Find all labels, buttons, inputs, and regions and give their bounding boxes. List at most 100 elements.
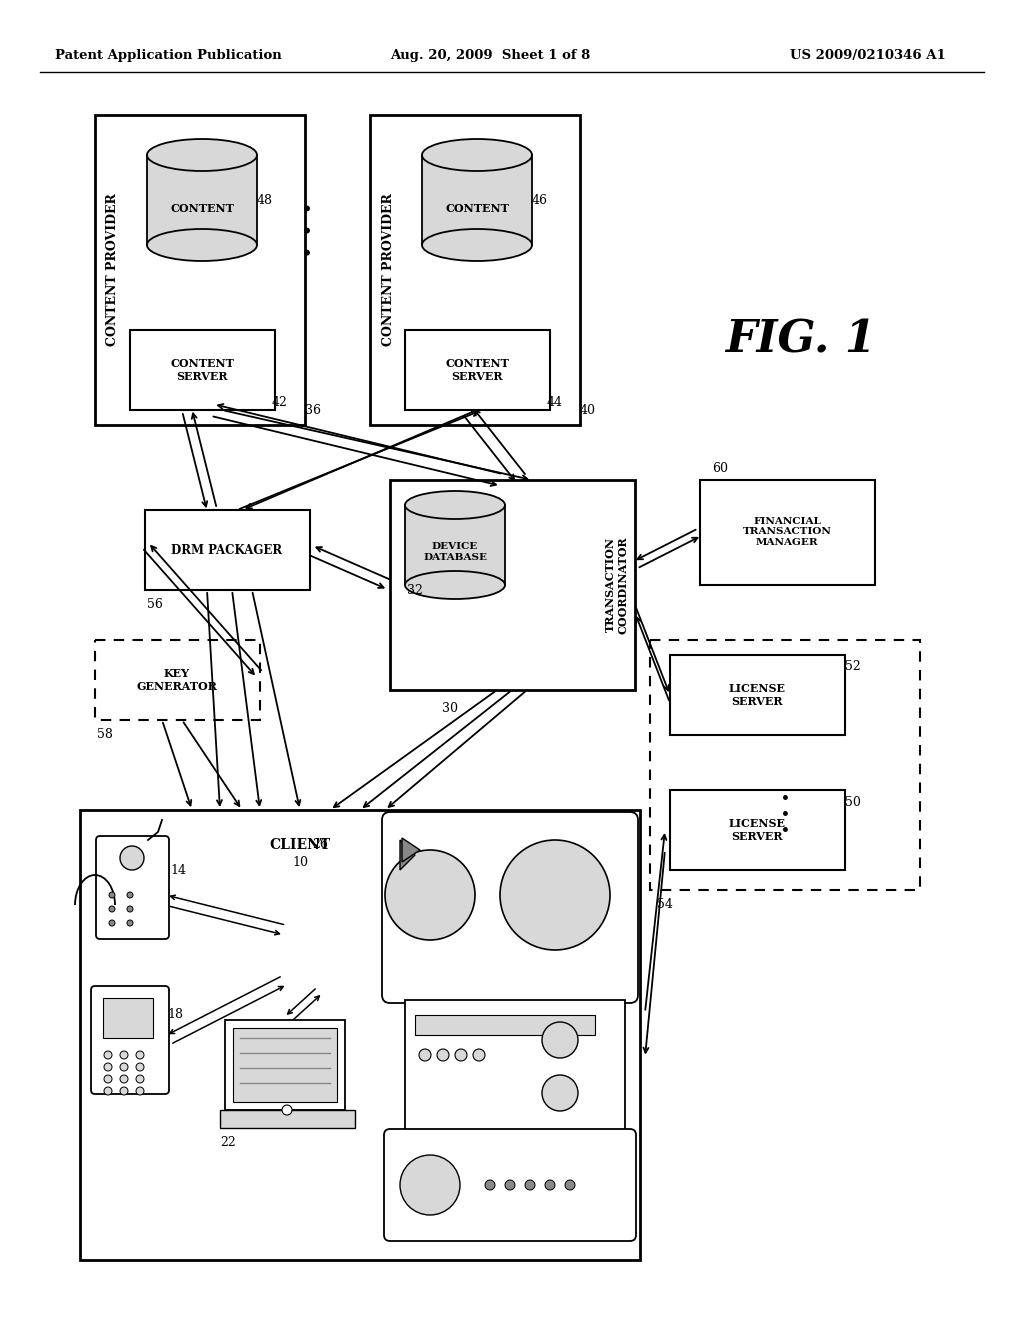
Circle shape: [505, 1180, 515, 1191]
Ellipse shape: [406, 491, 505, 519]
Text: DEVICE
DATABASE: DEVICE DATABASE: [423, 543, 487, 562]
Bar: [225, 1020, 345, 1110]
Bar: [370, 115, 580, 425]
FancyBboxPatch shape: [384, 1129, 636, 1241]
Text: FIG. 1: FIG. 1: [725, 318, 876, 362]
FancyBboxPatch shape: [91, 986, 169, 1094]
Bar: [422, 154, 532, 246]
Circle shape: [473, 1049, 485, 1061]
Ellipse shape: [422, 228, 532, 261]
Bar: [700, 480, 874, 585]
Text: Patent Application Publication: Patent Application Publication: [55, 49, 282, 62]
Text: 56: 56: [147, 598, 163, 611]
Text: 26: 26: [312, 838, 328, 851]
Bar: [415, 1015, 595, 1035]
Text: 22: 22: [220, 1135, 236, 1148]
Bar: [390, 480, 635, 690]
Text: 36: 36: [305, 404, 321, 417]
Bar: [103, 998, 153, 1038]
Text: CLIENT: CLIENT: [269, 838, 331, 851]
Ellipse shape: [147, 228, 257, 261]
Circle shape: [104, 1086, 112, 1096]
Polygon shape: [402, 838, 420, 862]
Bar: [130, 330, 275, 411]
Bar: [406, 330, 550, 411]
Text: 46: 46: [532, 194, 548, 206]
Bar: [95, 115, 305, 425]
Circle shape: [525, 1180, 535, 1191]
Text: 60: 60: [712, 462, 728, 474]
Text: US 2009/0210346 A1: US 2009/0210346 A1: [790, 49, 946, 62]
Circle shape: [120, 1051, 128, 1059]
Ellipse shape: [422, 139, 532, 172]
Circle shape: [455, 1049, 467, 1061]
FancyBboxPatch shape: [382, 812, 638, 1003]
Circle shape: [565, 1180, 575, 1191]
Text: Aug. 20, 2009  Sheet 1 of 8: Aug. 20, 2009 Sheet 1 of 8: [390, 49, 590, 62]
Text: FINANCIAL
TRANSACTION
MANAGER: FINANCIAL TRANSACTION MANAGER: [742, 517, 831, 546]
Text: LICENSE
SERVER: LICENSE SERVER: [728, 818, 785, 842]
Text: TRANSACTION
COORDINATOR: TRANSACTION COORDINATOR: [605, 536, 629, 634]
Circle shape: [120, 846, 144, 870]
Text: 52: 52: [845, 660, 861, 673]
Text: CONTENT PROVIDER: CONTENT PROVIDER: [382, 194, 394, 346]
Bar: [406, 1001, 625, 1130]
Bar: [650, 640, 920, 890]
Text: 54: 54: [657, 899, 673, 912]
FancyBboxPatch shape: [96, 836, 169, 939]
Circle shape: [136, 1074, 144, 1082]
Text: 48: 48: [257, 194, 273, 206]
Bar: [95, 640, 260, 719]
Ellipse shape: [406, 572, 505, 599]
Bar: [145, 510, 310, 590]
Text: 30: 30: [442, 701, 458, 714]
Text: LICENSE
SERVER: LICENSE SERVER: [728, 684, 785, 708]
Text: 58: 58: [97, 729, 113, 742]
Circle shape: [282, 1105, 292, 1115]
Circle shape: [545, 1180, 555, 1191]
Bar: [670, 789, 845, 870]
Circle shape: [104, 1063, 112, 1071]
Text: CONTENT: CONTENT: [445, 202, 509, 214]
Circle shape: [542, 1022, 578, 1059]
Circle shape: [104, 1074, 112, 1082]
Text: 32: 32: [408, 583, 423, 597]
Circle shape: [136, 1063, 144, 1071]
Circle shape: [127, 906, 133, 912]
Circle shape: [437, 1049, 449, 1061]
Circle shape: [109, 906, 115, 912]
Bar: [406, 506, 505, 585]
Circle shape: [104, 1051, 112, 1059]
Text: 14: 14: [170, 863, 186, 876]
Circle shape: [109, 920, 115, 927]
Circle shape: [136, 1051, 144, 1059]
Text: 18: 18: [167, 1008, 183, 1022]
Text: DRM PACKAGER: DRM PACKAGER: [171, 544, 283, 557]
Text: 40: 40: [580, 404, 596, 417]
Text: CONTENT
SERVER: CONTENT SERVER: [445, 358, 509, 381]
Circle shape: [385, 850, 475, 940]
Circle shape: [136, 1086, 144, 1096]
Circle shape: [542, 1074, 578, 1111]
Circle shape: [120, 1074, 128, 1082]
Circle shape: [127, 920, 133, 927]
Circle shape: [109, 892, 115, 898]
Bar: [670, 655, 845, 735]
Text: CONTENT
SERVER: CONTENT SERVER: [170, 358, 233, 381]
Circle shape: [485, 1180, 495, 1191]
Bar: [147, 154, 257, 246]
Ellipse shape: [147, 139, 257, 172]
Text: 44: 44: [547, 396, 563, 408]
Circle shape: [127, 892, 133, 898]
Circle shape: [120, 1063, 128, 1071]
Circle shape: [120, 1086, 128, 1096]
Text: •  •  •: • • •: [301, 202, 318, 257]
Bar: [233, 1028, 337, 1102]
Polygon shape: [400, 840, 415, 870]
Bar: [80, 810, 640, 1261]
Text: 50: 50: [845, 796, 861, 808]
Circle shape: [419, 1049, 431, 1061]
Circle shape: [400, 1155, 460, 1214]
Text: •
•
•: • • •: [780, 792, 790, 838]
Text: CONTENT: CONTENT: [170, 202, 233, 214]
